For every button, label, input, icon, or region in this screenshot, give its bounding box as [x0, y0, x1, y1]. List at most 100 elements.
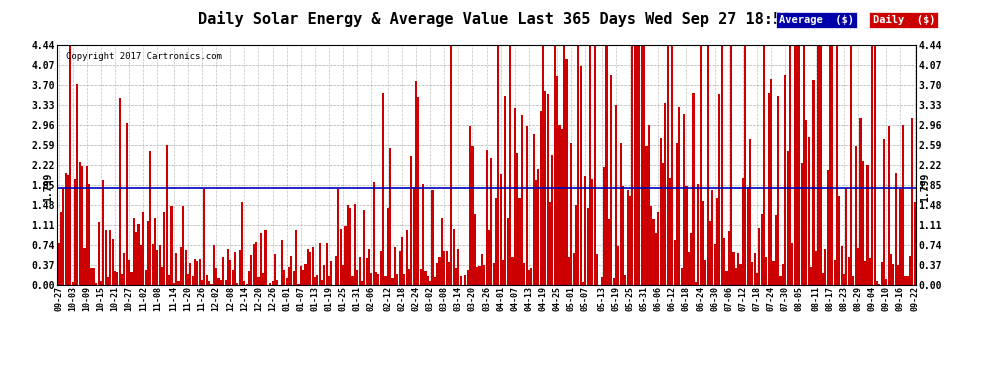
Bar: [102, 180, 104, 285]
Bar: [119, 99, 121, 285]
Bar: [225, 280, 227, 285]
Bar: [883, 139, 885, 285]
Bar: [234, 252, 236, 285]
Bar: [746, 187, 748, 285]
Bar: [138, 224, 140, 285]
Bar: [196, 261, 198, 285]
Bar: [878, 284, 880, 285]
Bar: [377, 274, 379, 285]
Text: Daily Solar Energy & Average Value Last 365 Days Wed Sep 27 18:50: Daily Solar Energy & Average Value Last …: [198, 11, 792, 27]
Bar: [276, 280, 278, 285]
Bar: [579, 66, 582, 285]
Bar: [211, 284, 213, 285]
Bar: [114, 271, 116, 285]
Bar: [519, 198, 521, 285]
Bar: [902, 125, 904, 285]
Bar: [540, 111, 542, 285]
Bar: [603, 167, 605, 285]
Bar: [203, 189, 206, 285]
Bar: [775, 214, 777, 285]
Bar: [109, 230, 112, 285]
Bar: [644, 45, 645, 285]
Bar: [836, 45, 838, 285]
Bar: [83, 248, 85, 285]
Bar: [570, 143, 572, 285]
Bar: [351, 276, 353, 285]
Bar: [615, 105, 617, 285]
Text: Average  ($): Average ($): [779, 15, 854, 25]
Bar: [584, 176, 586, 285]
Text: Daily  ($): Daily ($): [872, 15, 936, 25]
Bar: [163, 212, 165, 285]
Bar: [690, 232, 692, 285]
Bar: [452, 229, 454, 285]
Bar: [613, 278, 615, 285]
Bar: [302, 270, 304, 285]
Bar: [507, 217, 509, 285]
Bar: [767, 93, 770, 285]
Bar: [702, 201, 704, 285]
Bar: [861, 161, 864, 285]
Bar: [286, 278, 288, 285]
Bar: [650, 206, 652, 285]
Bar: [608, 219, 610, 285]
Bar: [425, 271, 427, 285]
Bar: [143, 213, 145, 285]
Bar: [683, 114, 685, 285]
Bar: [521, 115, 523, 285]
Bar: [300, 266, 302, 285]
Bar: [546, 94, 548, 285]
Bar: [241, 202, 244, 285]
Bar: [714, 244, 716, 285]
Bar: [594, 45, 596, 285]
Bar: [269, 283, 271, 285]
Bar: [748, 139, 751, 285]
Bar: [756, 273, 758, 285]
Bar: [587, 208, 589, 285]
Bar: [140, 244, 142, 285]
Bar: [90, 268, 93, 285]
Bar: [64, 173, 66, 285]
Bar: [841, 246, 842, 285]
Bar: [485, 150, 488, 285]
Bar: [117, 272, 119, 285]
Bar: [832, 45, 834, 285]
Bar: [704, 260, 706, 285]
Bar: [789, 45, 791, 285]
Bar: [105, 230, 107, 285]
Bar: [215, 268, 217, 285]
Bar: [88, 184, 90, 285]
Bar: [512, 257, 514, 285]
Bar: [495, 198, 497, 285]
Bar: [753, 253, 755, 285]
Bar: [173, 283, 175, 285]
Bar: [497, 45, 499, 285]
Bar: [606, 45, 608, 285]
Bar: [67, 175, 69, 285]
Bar: [610, 75, 612, 285]
Bar: [801, 163, 803, 285]
Bar: [437, 263, 439, 285]
Bar: [676, 143, 678, 285]
Bar: [873, 45, 876, 285]
Bar: [854, 146, 856, 285]
Bar: [695, 282, 697, 285]
Bar: [728, 231, 730, 285]
Bar: [262, 273, 264, 285]
Bar: [415, 81, 417, 285]
Bar: [107, 277, 109, 285]
Bar: [309, 252, 311, 285]
Bar: [659, 138, 661, 285]
Bar: [239, 250, 241, 285]
Bar: [726, 272, 728, 285]
Bar: [206, 275, 208, 285]
Bar: [149, 151, 151, 285]
Bar: [220, 279, 222, 285]
Bar: [601, 277, 603, 285]
Bar: [733, 252, 735, 285]
Bar: [535, 180, 537, 285]
Bar: [57, 243, 59, 285]
Bar: [620, 143, 622, 285]
Bar: [346, 205, 348, 285]
Bar: [394, 248, 396, 285]
